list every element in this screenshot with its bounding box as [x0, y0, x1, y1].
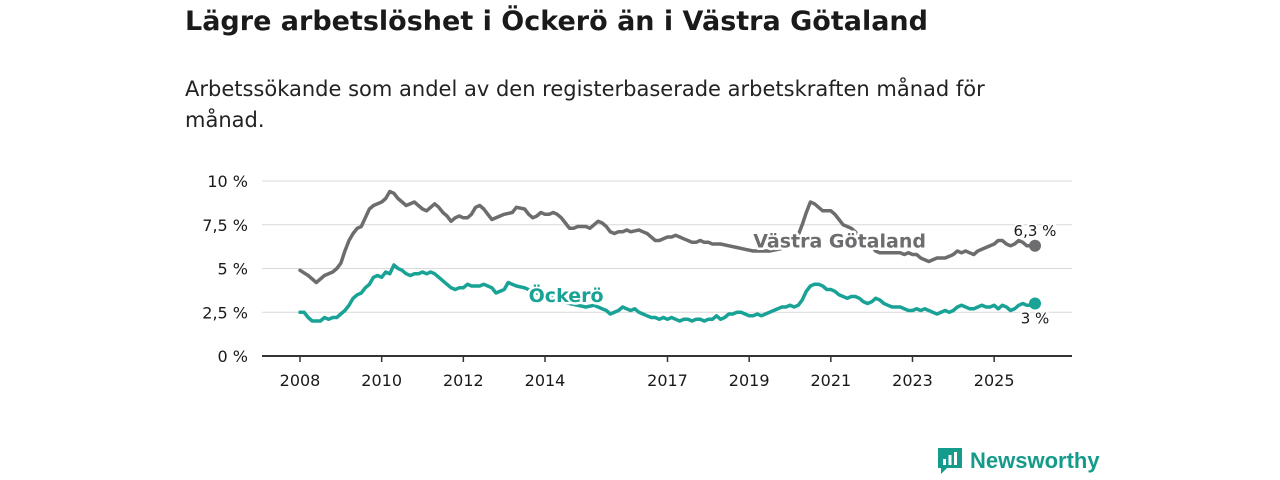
series-label: Västra Götaland — [753, 231, 926, 253]
x-tick-label: 2010 — [361, 371, 402, 390]
brand-logo: Newsworthy — [938, 448, 1100, 474]
end-value-label: 3 % — [1021, 310, 1050, 328]
y-axis-ticks: 0 % 2,5 % 5 % 7,5 % 10 % — [202, 172, 248, 366]
series-label: Öckerö — [529, 283, 604, 307]
y-tick-label: 10 % — [207, 172, 248, 191]
y-tick-label: 7,5 % — [202, 216, 248, 235]
brand-name: Newsworthy — [970, 448, 1100, 473]
x-tick-label: 2019 — [729, 371, 770, 390]
x-axis: 2008 2010 2012 2014 2017 2019 2021 2023 2025 — [262, 355, 1072, 390]
y-tick-label: 2,5 % — [202, 303, 248, 322]
chart-title: Lägre arbetslöshet i Öckerö än i Västra … — [185, 6, 928, 37]
y-tick-label: 5 % — [218, 260, 248, 279]
x-tick-label: 2025 — [974, 371, 1015, 390]
series-line-ockero — [298, 263, 1037, 323]
series-line-vastra-gotaland — [298, 189, 1037, 285]
x-tick-label: 2012 — [443, 371, 484, 390]
newsworthy-logo-icon — [938, 448, 962, 474]
series-lines — [298, 189, 1041, 323]
end-value-label: 6,3 % — [1014, 222, 1057, 240]
x-tick-label: 2017 — [647, 371, 688, 390]
y-tick-label: 0 % — [218, 347, 248, 366]
series-end-point — [1029, 297, 1041, 310]
series-end-point — [1029, 239, 1041, 252]
x-tick-label: 2021 — [810, 371, 851, 390]
x-tick-label: 2008 — [280, 371, 321, 390]
x-tick-label: 2023 — [892, 371, 933, 390]
x-tick-label: 2014 — [525, 371, 566, 390]
series-labels: Västra Götaland Öckerö 6,3 % 3 % — [526, 220, 1058, 330]
chart-subtitle: Arbetssökande som andel av den registerb… — [185, 77, 985, 132]
